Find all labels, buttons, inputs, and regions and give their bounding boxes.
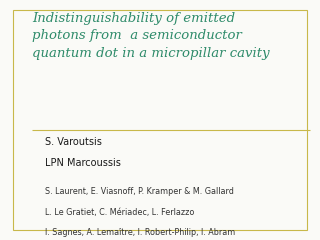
Text: Indistinguishability of emitted
photons from  a semiconductor
quantum dot in a m: Indistinguishability of emitted photons …	[32, 12, 270, 60]
Text: LPN Marcoussis: LPN Marcoussis	[45, 158, 121, 168]
Text: S. Laurent, E. Viasnoff, P. Kramper & M. Gallard: S. Laurent, E. Viasnoff, P. Kramper & M.…	[45, 187, 234, 196]
Text: I. Sagnes, A. Lemaître, I. Robert-Philip, I. Abram: I. Sagnes, A. Lemaître, I. Robert-Philip…	[45, 228, 235, 237]
Text: S. Varoutsis: S. Varoutsis	[45, 137, 102, 147]
Text: L. Le Gratiet, C. Mériadec, L. Ferlazzo: L. Le Gratiet, C. Mériadec, L. Ferlazzo	[45, 208, 194, 216]
